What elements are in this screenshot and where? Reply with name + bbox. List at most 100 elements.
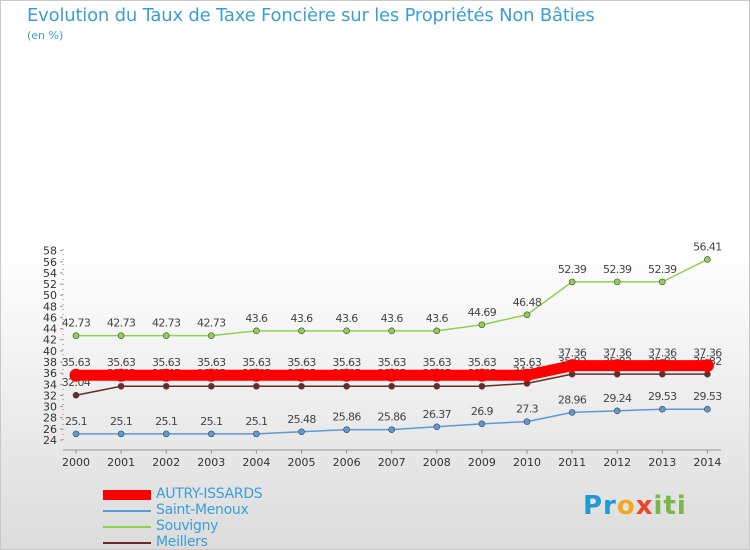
y-tick-label: 44 bbox=[43, 323, 57, 336]
legend-label: AUTRY-ISSARDS bbox=[156, 486, 263, 502]
data-point bbox=[159, 368, 173, 382]
x-tick-label: 2013 bbox=[648, 456, 676, 469]
data-label: 42.73 bbox=[152, 317, 181, 330]
data-point bbox=[568, 278, 576, 286]
data-point bbox=[72, 391, 80, 399]
y-tick-label: 54 bbox=[43, 267, 57, 280]
data-label: 42.73 bbox=[197, 317, 226, 330]
data-point bbox=[295, 368, 308, 382]
data-point bbox=[433, 327, 441, 335]
data-label: 26.9 bbox=[471, 405, 494, 418]
y-tick-label: 56 bbox=[43, 256, 57, 269]
data-point bbox=[208, 430, 215, 438]
data-label: 29.53 bbox=[693, 390, 722, 403]
data-point bbox=[478, 420, 486, 428]
data-label: 52.39 bbox=[603, 263, 632, 276]
data-point bbox=[253, 327, 260, 335]
data-point bbox=[298, 327, 305, 335]
legend-swatch bbox=[103, 542, 151, 544]
data-label: 25.1 bbox=[155, 415, 177, 428]
y-tick-label: 24 bbox=[43, 434, 57, 447]
y-tick-label: 40 bbox=[43, 345, 57, 358]
y-tick-label: 48 bbox=[43, 300, 57, 313]
data-label: 35.63 bbox=[423, 356, 452, 369]
data-label: 35.63 bbox=[332, 356, 361, 369]
data-point bbox=[520, 368, 534, 382]
legend-swatch bbox=[103, 510, 151, 512]
data-label: 52.39 bbox=[558, 263, 587, 276]
data-label: 35.63 bbox=[152, 356, 181, 369]
data-label: 25.1 bbox=[110, 415, 132, 428]
y-tick-label: 32 bbox=[43, 389, 57, 402]
data-label: 35.63 bbox=[242, 356, 271, 369]
data-point bbox=[658, 405, 666, 413]
data-label: 37.36 bbox=[558, 347, 587, 360]
data-point bbox=[613, 407, 621, 415]
data-point bbox=[343, 426, 350, 433]
x-tick-label: 2005 bbox=[288, 456, 316, 469]
data-point bbox=[388, 327, 396, 335]
x-tick-label: 2000 bbox=[62, 456, 90, 469]
y-tick-label: 30 bbox=[43, 401, 57, 414]
data-point bbox=[204, 368, 218, 382]
data-label: 27.3 bbox=[516, 403, 539, 416]
y-tick-label: 26 bbox=[43, 423, 57, 436]
data-label: 35.63 bbox=[107, 356, 136, 369]
x-tick-label: 2001 bbox=[107, 456, 135, 469]
x-tick-label: 2002 bbox=[152, 456, 180, 469]
x-tick-label: 2008 bbox=[423, 456, 451, 469]
data-point bbox=[388, 426, 396, 433]
data-label: 29.24 bbox=[603, 392, 632, 405]
data-point bbox=[610, 359, 624, 373]
data-label: 35.63 bbox=[287, 356, 316, 369]
x-tick-label: 2009 bbox=[468, 456, 496, 469]
unit-label: (en %) bbox=[27, 29, 64, 42]
y-tick-label: 46 bbox=[43, 311, 57, 324]
data-label: 25.86 bbox=[332, 411, 361, 424]
data-point bbox=[523, 418, 531, 425]
legend-swatch bbox=[103, 490, 151, 500]
legend-label: Saint-Menoux bbox=[156, 502, 249, 518]
data-point bbox=[658, 278, 666, 286]
data-point bbox=[343, 382, 350, 390]
data-point bbox=[385, 368, 399, 382]
data-point bbox=[298, 382, 305, 390]
data-point bbox=[343, 327, 350, 335]
y-tick-label: 38 bbox=[43, 356, 57, 369]
x-tick-label: 2012 bbox=[603, 456, 631, 469]
data-point bbox=[114, 368, 128, 382]
data-point bbox=[249, 368, 263, 382]
chart-title: Evolution du Taux de Taxe Foncière sur l… bbox=[27, 5, 595, 26]
data-point bbox=[69, 368, 83, 382]
data-label: 43.6 bbox=[381, 312, 404, 325]
data-point bbox=[430, 368, 444, 382]
x-tick-label: 2014 bbox=[693, 456, 721, 469]
data-label: 56.41 bbox=[693, 240, 722, 253]
data-point bbox=[253, 382, 260, 390]
data-label: 35.63 bbox=[513, 356, 542, 369]
data-label: 46.48 bbox=[513, 296, 542, 309]
data-point bbox=[340, 368, 354, 382]
data-point bbox=[117, 382, 125, 390]
data-point bbox=[523, 311, 531, 319]
data-label: 52.39 bbox=[648, 263, 677, 276]
data-label: 28.96 bbox=[558, 393, 587, 406]
data-label: 43.6 bbox=[336, 312, 359, 325]
data-point bbox=[298, 428, 305, 436]
data-point bbox=[704, 405, 711, 413]
data-point bbox=[208, 382, 215, 390]
data-label: 37.36 bbox=[603, 347, 632, 360]
data-point bbox=[117, 430, 125, 438]
data-label: 29.53 bbox=[648, 390, 677, 403]
data-point bbox=[568, 409, 576, 416]
data-point bbox=[613, 278, 621, 286]
data-point bbox=[704, 256, 711, 263]
data-label: 37.36 bbox=[693, 347, 722, 360]
data-label: 35.63 bbox=[197, 356, 226, 369]
legend-swatch bbox=[103, 526, 151, 528]
data-label: 25.1 bbox=[200, 415, 222, 428]
data-label: 42.73 bbox=[62, 317, 91, 330]
data-point bbox=[475, 368, 489, 382]
data-point bbox=[162, 382, 170, 390]
